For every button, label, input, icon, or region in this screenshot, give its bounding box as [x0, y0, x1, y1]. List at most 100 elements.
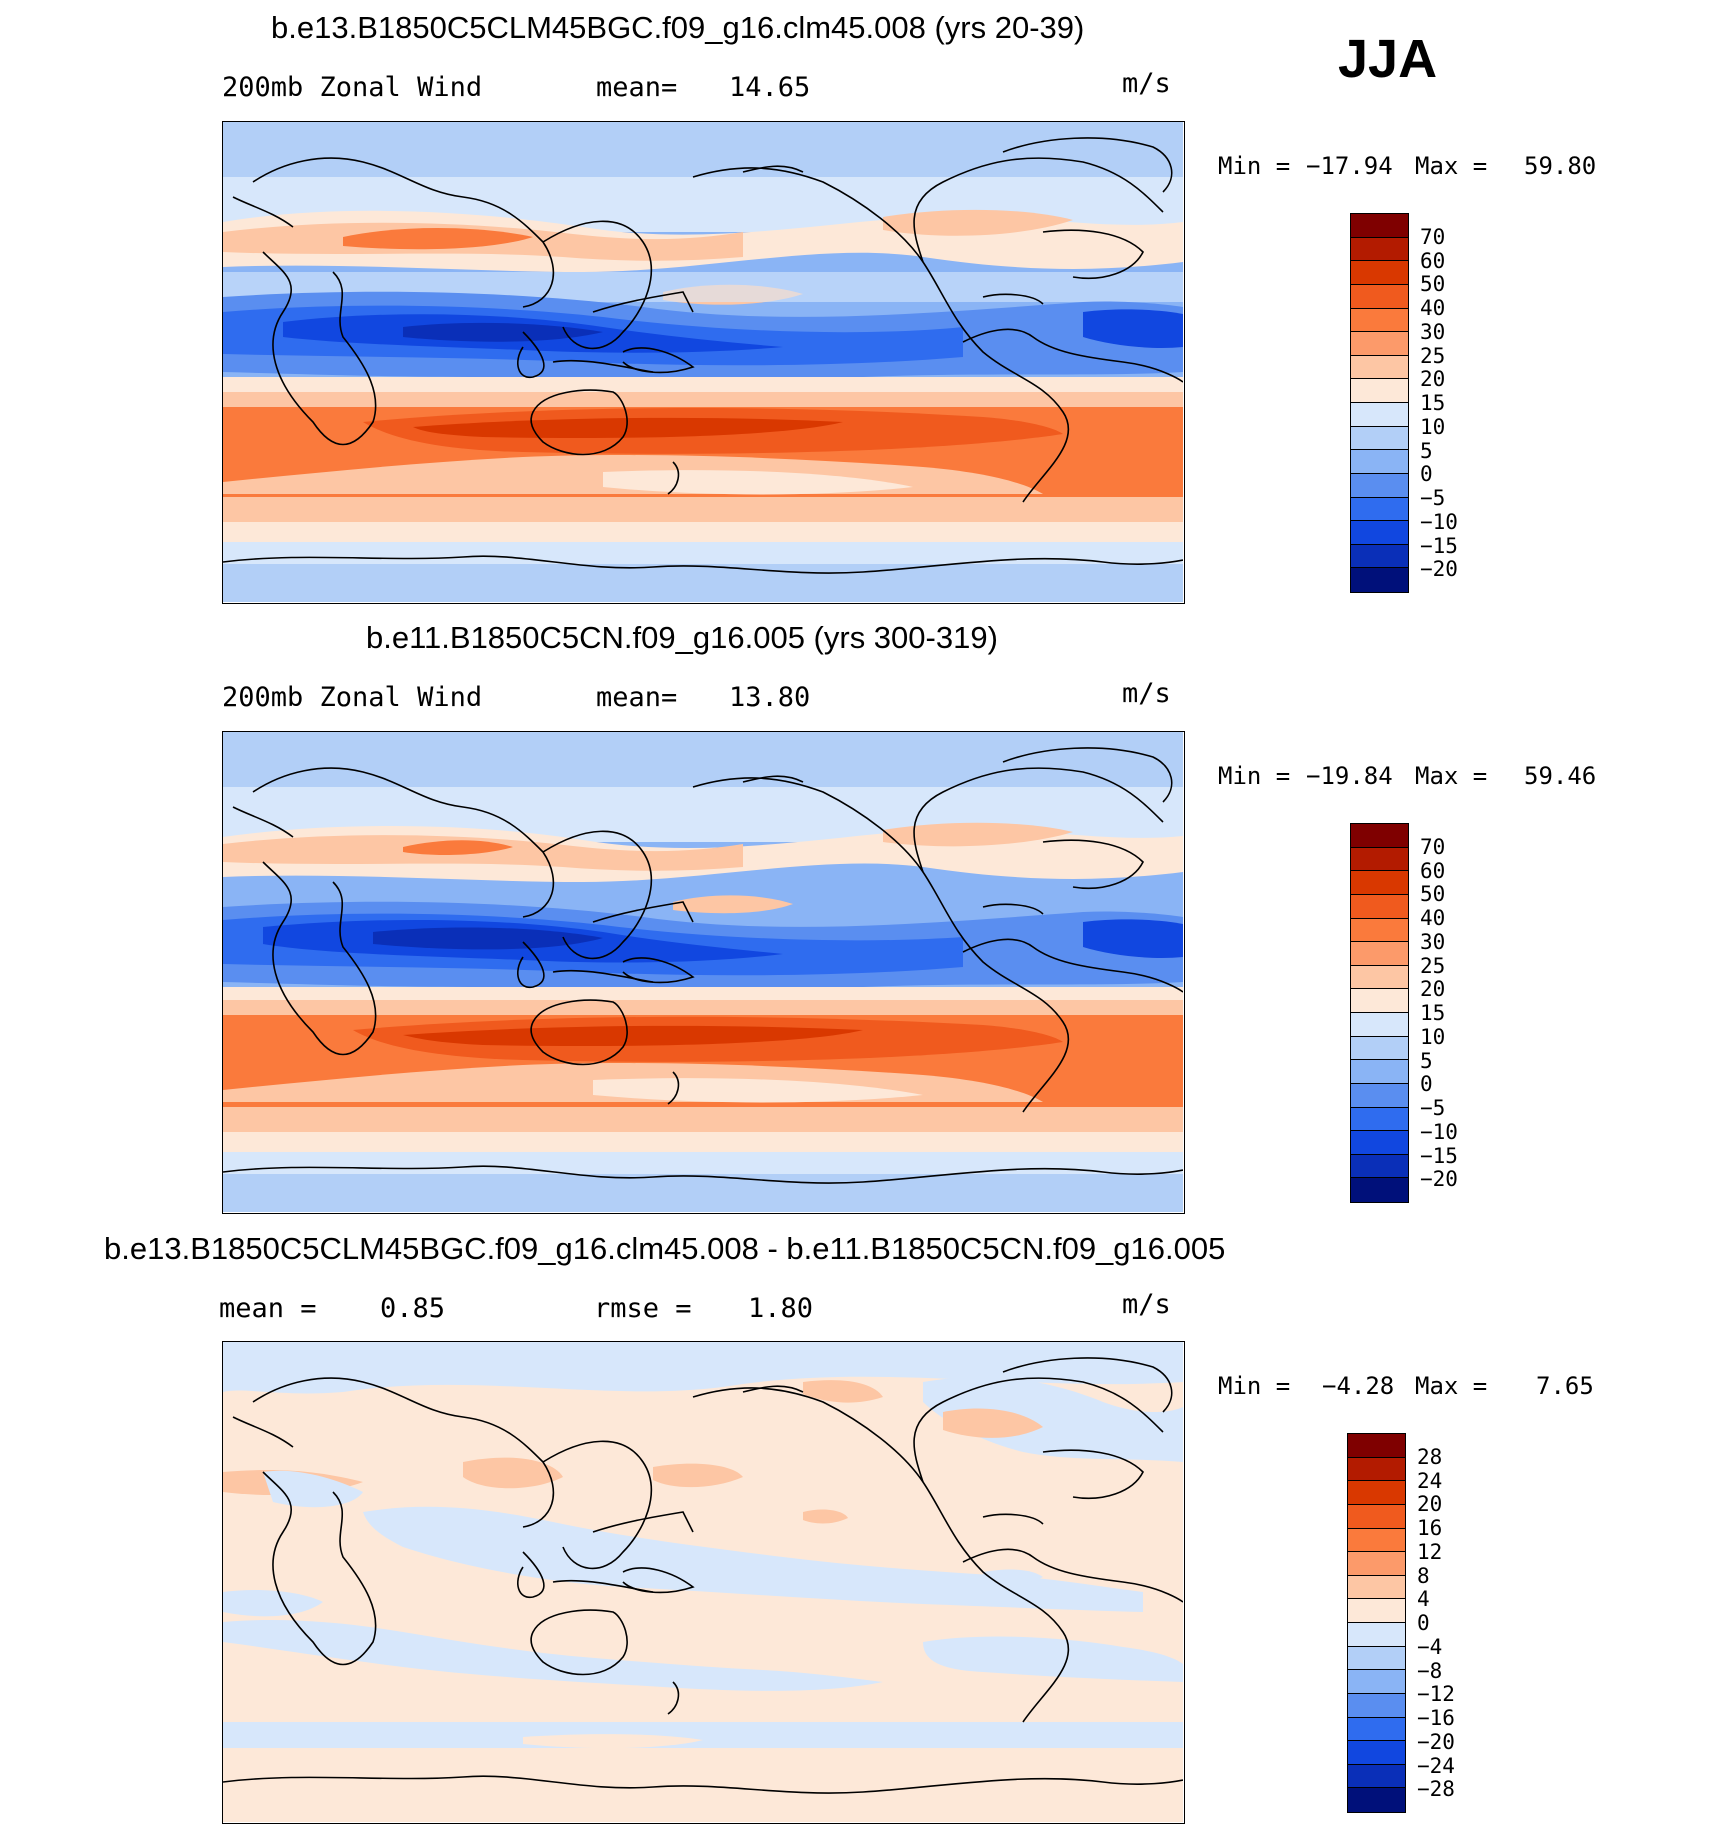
panel-1-mean-value: 14.65	[729, 72, 811, 103]
colorbar-tick-label: −20	[1420, 557, 1458, 582]
panel-2-max-label: Max =	[1415, 762, 1488, 790]
colorbar-tick-label: 60	[1420, 248, 1446, 273]
panel-3-map	[222, 1341, 1185, 1824]
colorbar-segment	[1351, 332, 1408, 356]
colorbar-segment	[1348, 1764, 1405, 1789]
colorbar-tick-label: −15	[1420, 533, 1458, 558]
panel-2-min-value: −19.84	[1306, 762, 1393, 790]
colorbar-segment	[1348, 1575, 1405, 1600]
panel-1-mean-label: mean=	[596, 72, 678, 103]
colorbar-tick-label: 40	[1420, 906, 1446, 930]
colorbar-segment	[1348, 1670, 1405, 1694]
colorbar-segment	[1351, 426, 1408, 451]
panel-2-variable-label: 200mb Zonal Wind	[222, 682, 483, 713]
colorbar-segment	[1351, 989, 1408, 1013]
colorbar-tick-label: −20	[1420, 1167, 1458, 1192]
colorbar-tick-label: −16	[1417, 1706, 1455, 1730]
colorbar-segment	[1351, 824, 1408, 848]
colorbar-segment	[1351, 450, 1408, 474]
colorbar-tick-label: 25	[1420, 343, 1446, 368]
panel-2-contour-field	[223, 732, 1183, 1212]
panel-1-contour-field	[223, 122, 1183, 602]
colorbar-tick-label: −20	[1417, 1729, 1455, 1754]
colorbar-segment	[1351, 355, 1408, 380]
colorbar-tick-label: 12	[1417, 1539, 1443, 1564]
panel-1-colorbar	[1350, 213, 1409, 593]
panel-1-title: b.e13.B1850C5CLM45BGC.f09_g16.clm45.008 …	[271, 10, 1085, 45]
colorbar-segment	[1351, 473, 1408, 498]
colorbar-segment	[1351, 965, 1408, 990]
colorbar-tick-label: 70	[1420, 224, 1446, 249]
colorbar-segment	[1348, 1741, 1405, 1765]
panel-3-rmse-label: rmse =	[594, 1293, 692, 1324]
colorbar-segment	[1351, 918, 1408, 943]
panel-2-colorbar	[1350, 823, 1409, 1203]
colorbar-tick-label: 20	[1420, 367, 1446, 392]
colorbar-tick-label: −5	[1420, 1096, 1446, 1120]
colorbar-tick-label: −4	[1417, 1634, 1443, 1659]
colorbar-tick-label: −10	[1420, 1119, 1458, 1144]
colorbar-tick-label: 20	[1417, 1492, 1443, 1517]
colorbar-segment	[1348, 1481, 1405, 1505]
colorbar-segment	[1348, 1623, 1405, 1647]
panel-3-max-value: 7.65	[1536, 1372, 1594, 1400]
colorbar-segment	[1351, 1178, 1408, 1202]
panel-2-mean-label: mean=	[596, 682, 678, 713]
colorbar-tick-label: 50	[1420, 882, 1446, 907]
colorbar-tick-label: 24	[1417, 1468, 1443, 1493]
season-label: JJA	[1338, 29, 1438, 89]
colorbar-segment	[1348, 1504, 1405, 1529]
panel-1-units: m/s	[1122, 68, 1171, 99]
colorbar-tick-label: −8	[1417, 1658, 1443, 1683]
colorbar-segment	[1351, 214, 1408, 238]
panel-3-mean-value: 0.85	[380, 1293, 446, 1324]
colorbar-tick-label: −24	[1417, 1753, 1455, 1778]
colorbar-tick-label: 70	[1420, 834, 1446, 859]
panel-2-title: b.e11.B1850C5CN.f09_g16.005 (yrs 300-319…	[366, 620, 998, 655]
colorbar-tick-label: 40	[1420, 296, 1446, 320]
panel-3-rmse-value: 1.80	[748, 1293, 814, 1324]
panel-3-mean-label: mean =	[219, 1293, 317, 1324]
panel-1-variable-label: 200mb Zonal Wind	[222, 72, 483, 103]
panel-3-max-label: Max =	[1415, 1372, 1488, 1400]
colorbar-tick-label: 0	[1420, 1072, 1433, 1097]
colorbar-segment	[1351, 521, 1408, 545]
panel-2-min-label: Min =	[1218, 762, 1291, 790]
colorbar-tick-label: 30	[1420, 319, 1446, 344]
colorbar-tick-label: 60	[1420, 858, 1446, 883]
colorbar-segment	[1351, 308, 1408, 333]
colorbar-segment	[1351, 871, 1408, 895]
colorbar-segment	[1351, 1013, 1408, 1037]
colorbar-segment	[1351, 261, 1408, 285]
colorbar-tick-label: 4	[1417, 1587, 1430, 1612]
colorbar-segment	[1348, 1717, 1405, 1742]
colorbar-tick-label: 5	[1420, 1048, 1433, 1073]
panel-1-min-label: Min =	[1218, 152, 1291, 180]
colorbar-segment	[1351, 403, 1408, 427]
colorbar-tick-label: 20	[1420, 977, 1446, 1002]
colorbar-segment	[1351, 1060, 1408, 1084]
panel-3-colorbar-labels: 28 24 20 16 12 8 4 0 −4 −8 −12 −16 −20 −24 −28	[1417, 1433, 1517, 1813]
colorbar-segment	[1351, 497, 1408, 522]
panel-2-colorbar-labels: 70 60 50 40 30 25 20 15 10 5 0 −5 −10 −15 −20	[1420, 823, 1520, 1203]
panel-2-map	[222, 731, 1185, 1214]
panel-1-map	[222, 121, 1185, 604]
colorbar-tick-label: 0	[1417, 1611, 1430, 1635]
colorbar-segment	[1351, 1107, 1408, 1132]
panel-1-max-value: 59.80	[1524, 152, 1597, 180]
colorbar-tick-label: 15	[1420, 391, 1446, 415]
colorbar-segment	[1351, 894, 1408, 919]
colorbar-tick-label: 25	[1420, 953, 1446, 978]
colorbar-tick-label: −28	[1417, 1777, 1455, 1802]
colorbar-tick-label: 10	[1420, 414, 1446, 439]
colorbar-tick-label: 30	[1420, 929, 1446, 954]
colorbar-segment	[1348, 1528, 1405, 1553]
colorbar-segment	[1351, 1083, 1408, 1108]
colorbar-segment	[1351, 942, 1408, 966]
panel-1-colorbar-labels: 70 60 50 40 30 25 20 15 10 5 0 −5 −10 −15 −20	[1420, 213, 1520, 593]
panel-3-min-value: −4.28	[1322, 1372, 1395, 1400]
colorbar-segment	[1351, 1131, 1408, 1155]
colorbar-segment	[1351, 847, 1408, 872]
colorbar-tick-label: 10	[1420, 1024, 1446, 1049]
colorbar-segment	[1348, 1599, 1405, 1623]
